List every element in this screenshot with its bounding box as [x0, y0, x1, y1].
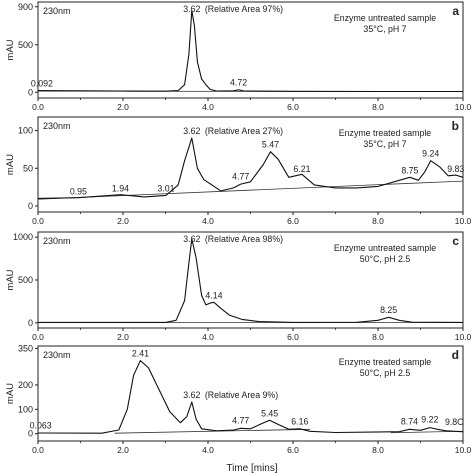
panel-letter: b [452, 119, 459, 133]
peak-label: 9.24 [422, 149, 439, 159]
chromatogram-trace [38, 238, 464, 323]
peak-label: 0.95 [70, 186, 87, 196]
x-tick-label: 0.0 [32, 445, 44, 455]
x-axis-title: Time [mins] [226, 463, 278, 474]
y-tick-label: 0 [28, 87, 33, 97]
y-tick-label: 100 [18, 404, 33, 414]
x-tick-label: 6.0 [287, 445, 299, 455]
x-tick-label: 4.0 [202, 216, 214, 226]
chromatogram-trace [37, 10, 463, 93]
peak-label: 4.77 [232, 416, 249, 426]
x-tick-label: 6.0 [287, 332, 299, 342]
x-tick-label: 0.0 [32, 216, 44, 226]
panel-letter: c [452, 234, 459, 248]
y-tick-label: 50 [23, 163, 33, 173]
x-tick-label: 8.0 [372, 332, 384, 342]
peak-label: 0.092 [31, 79, 53, 89]
x-tick-label: 2.0 [117, 332, 129, 342]
peak-label: 8.25 [380, 305, 397, 315]
x-tick-label: 0.0 [32, 332, 44, 342]
x-tick-label: 8.0 [372, 445, 384, 455]
y-tick-label: 0 [28, 318, 33, 328]
panel-c: 0 500 1000 0.0 2.0 4.0 6.0 8.0 10.0 mAU 230nm c Enzy… [5, 231, 472, 342]
y-axis-label: mAU [5, 39, 16, 60]
peak-label: 3.62 [183, 4, 200, 14]
peak-label: 0.063 [30, 421, 52, 431]
panel-d: 0 100 200 350 0.0 2.0 4.0 6.0 8.0 10.0 mAU 230nm d En… [5, 343, 472, 455]
sample-label-line: 50°C, pH 2.5 [360, 368, 411, 378]
y-axis-label: mAU [5, 269, 16, 290]
sample-label-line: Enzyme treated sample [339, 128, 432, 138]
y-tick-label: 1000 [13, 232, 33, 242]
sample-label-line: 50°C, pH 2.5 [360, 254, 411, 264]
x-tick-label: 10.0 [455, 445, 472, 455]
integration-baseline [114, 428, 311, 434]
relative-area-note: (Relative Area 27%) [205, 126, 283, 136]
x-tick-label: 6.0 [287, 216, 299, 226]
y-axis-label: mAU [5, 154, 16, 175]
sample-label-line: Enzyme treated sample [339, 357, 432, 367]
chromatogram-trace [37, 137, 464, 199]
peak-label: 5.47 [262, 140, 279, 150]
peak-label: 3.62 [183, 126, 200, 136]
peak-label: 3.01 [157, 183, 174, 193]
x-tick-label: 0.0 [32, 102, 44, 112]
x-tick-label: 2.0 [117, 216, 129, 226]
relative-area-note: (Relative Area 9%) [205, 390, 278, 400]
panel-letter: d [452, 348, 459, 362]
wavelength-label: 230nm [43, 350, 71, 360]
relative-area-note: (Relative Area 98%) [205, 234, 283, 244]
y-axis-label: mAU [5, 383, 16, 404]
x-tick-label: 8.0 [372, 216, 384, 226]
y-tick-label: 100 [18, 126, 33, 136]
x-tick-label: 4.0 [202, 102, 214, 112]
peak-label: 9.8O [445, 417, 464, 427]
panel-letter: a [452, 4, 459, 18]
x-tick-label: 10.0 [455, 102, 472, 112]
sample-label-line: Enzyme untreated sample [334, 13, 436, 23]
peak-label: 6.21 [293, 164, 310, 174]
y-tick-label: 200 [18, 380, 33, 390]
y-tick-label: 0 [28, 201, 33, 211]
peak-label: 3.62 [183, 234, 200, 244]
x-tick-label: 10.0 [455, 216, 472, 226]
peak-label: 2.41 [132, 349, 149, 359]
x-tick-label: 8.0 [372, 102, 384, 112]
y-tick-label: 0 [28, 429, 33, 439]
x-tick-label: 6.0 [287, 102, 299, 112]
wavelength-label: 230nm [43, 6, 71, 16]
x-tick-label: 10.0 [455, 332, 472, 342]
x-tick-label: 4.0 [202, 445, 214, 455]
sample-label-line: Enzyme untreated sample [334, 243, 436, 253]
y-tick-label: 900 [18, 2, 33, 12]
peak-label: 6.16 [291, 416, 308, 426]
peak-label: 4.77 [232, 171, 249, 181]
sample-label-line: 35°C, pH 7 [363, 139, 406, 149]
y-tick-label: 350 [18, 343, 33, 353]
panel-a: 0 500 900 0.0 2.0 4.0 6.0 8.0 10.0 mAU 230nm a Enzym… [5, 1, 472, 112]
peak-label: 1.94 [112, 183, 129, 193]
peak-label: 8.74 [401, 416, 418, 426]
x-tick-label: 2.0 [117, 445, 129, 455]
relative-area-note: (Relative Area 97%) [205, 4, 283, 14]
peak-label: 8.75 [401, 165, 418, 175]
y-tick-label: 500 [18, 275, 33, 285]
chromatogram-trace [37, 360, 464, 434]
peak-label: 4.14 [205, 290, 222, 300]
x-tick-label: 4.0 [202, 332, 214, 342]
panel-b: 0 50 100 0.0 2.0 4.0 6.0 8.0 10.0 mAU 230nm b Enzyme… [5, 116, 472, 226]
sample-label-line: 35°C, pH 7 [363, 24, 406, 34]
y-tick-label: 500 [18, 40, 33, 50]
x-tick-label: 2.0 [117, 102, 129, 112]
wavelength-label: 230nm [43, 121, 71, 131]
wavelength-label: 230nm [43, 236, 71, 246]
integration-baseline [37, 180, 464, 200]
peak-label: 9.83 [447, 164, 464, 174]
peak-label: 9.22 [421, 414, 438, 424]
peak-label: 4.72 [230, 78, 247, 88]
peak-label: 5.45 [261, 408, 278, 418]
peak-label: 3.62 [183, 390, 200, 400]
